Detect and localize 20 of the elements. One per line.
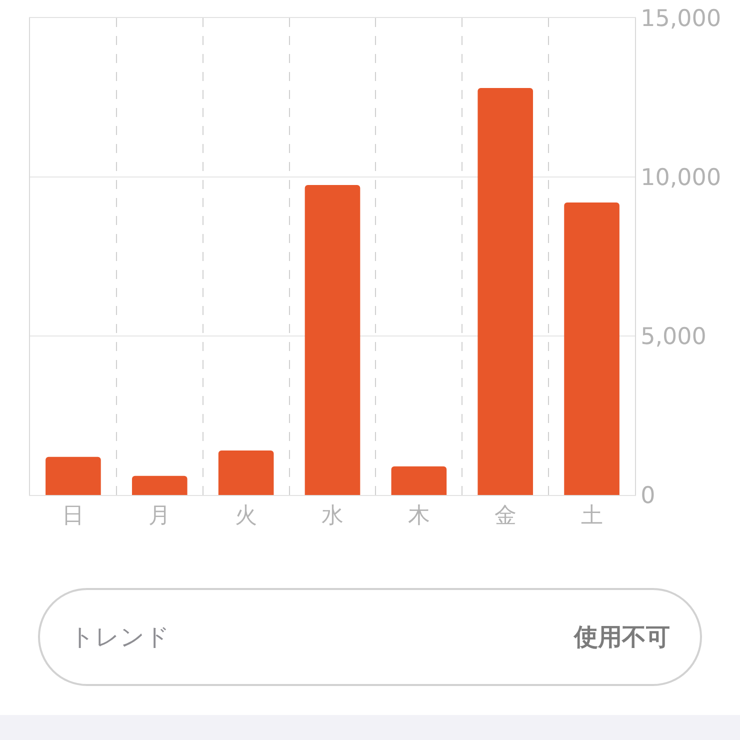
- y-tick-label: 10,000: [640, 165, 722, 192]
- x-tick-label: 日: [62, 503, 84, 528]
- y-tick-label: 15,000: [640, 6, 722, 32]
- bar: [391, 466, 447, 495]
- x-tick-label: 水: [322, 503, 344, 528]
- bar: [132, 476, 188, 495]
- bar: [218, 450, 274, 495]
- x-tick-label: 月: [148, 503, 171, 528]
- bar: [304, 184, 360, 495]
- bar: [46, 456, 101, 495]
- bar: [564, 202, 620, 495]
- x-tick-label: 火: [235, 503, 258, 528]
- text: トレンド: [70, 622, 170, 653]
- text: 使用不可: [574, 622, 670, 653]
- x-tick-label: 金: [494, 503, 516, 528]
- y-tick-label: 0: [640, 483, 656, 510]
- x-tick-label: 土: [580, 503, 603, 528]
- x-tick-label: 木: [408, 503, 430, 528]
- y-tick-label: 5,000: [640, 324, 706, 350]
- bar: [478, 88, 534, 495]
